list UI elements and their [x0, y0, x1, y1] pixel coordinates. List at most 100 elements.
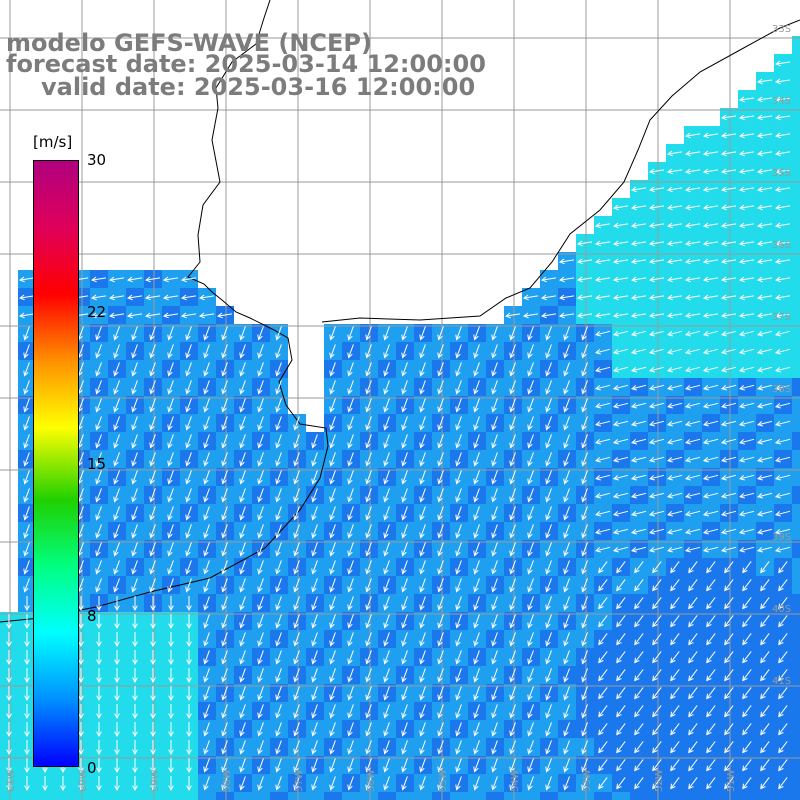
wind-arrow [23, 560, 30, 575]
wind-arrow [760, 759, 770, 772]
wind-arrow [221, 542, 228, 557]
wind-arrow [257, 650, 264, 665]
wind-arrow [239, 668, 246, 683]
wind-arrow [738, 438, 755, 445]
speed-cell [792, 342, 800, 360]
wind-arrow [558, 276, 575, 283]
wind-arrow [648, 420, 665, 427]
wind-arrow [96, 722, 102, 738]
wind-arrow [598, 579, 608, 592]
wind-arrow [149, 326, 156, 341]
speed-cell [792, 738, 800, 756]
wind-arrow [329, 722, 336, 737]
wind-arrow [594, 294, 611, 301]
wind-arrow [203, 344, 210, 359]
speed-cell [792, 54, 800, 72]
wind-arrow [778, 651, 788, 664]
wind-arrow [257, 416, 264, 431]
wind-arrow [365, 614, 372, 629]
wind-arrow [275, 362, 282, 377]
wind-arrow [666, 312, 683, 319]
wind-arrow [203, 452, 210, 467]
wind-arrow [311, 776, 318, 791]
wind-arrow [778, 597, 788, 610]
wind-arrow [293, 686, 300, 701]
speed-cell [720, 792, 738, 800]
wind-arrow [239, 758, 246, 773]
colorbar-tick-22: 22 [87, 303, 107, 321]
wind-arrow [666, 510, 683, 517]
speed-cell [576, 792, 594, 800]
wind-arrow [509, 668, 516, 683]
wind-arrow [365, 596, 372, 611]
wind-arrow [702, 276, 719, 283]
wind-arrow [455, 686, 462, 701]
wind-arrow [509, 686, 516, 701]
wind-arrow [239, 488, 246, 503]
wind-arrow [630, 420, 647, 427]
wind-arrow [347, 578, 354, 593]
wind-arrow [756, 96, 773, 103]
wind-arrow [666, 546, 683, 553]
wind-arrow [630, 312, 647, 319]
wind-arrow [774, 510, 791, 517]
wind-arrow [293, 776, 300, 791]
wind-arrow [509, 398, 516, 413]
wind-arrow [365, 452, 372, 467]
wind-arrow [257, 326, 264, 341]
wind-arrow [670, 651, 680, 664]
wind-arrow [545, 416, 552, 431]
wind-arrow [455, 362, 462, 377]
wind-arrow [239, 632, 246, 647]
wind-arrow [275, 380, 282, 395]
wind-arrow [491, 668, 498, 683]
wind-arrow [275, 596, 282, 611]
wind-arrow [648, 294, 665, 301]
wind-arrow [383, 506, 390, 521]
wind-arrow [545, 488, 552, 503]
wind-arrow [113, 326, 120, 341]
speed-cell [432, 792, 450, 800]
wind-arrow [598, 723, 608, 736]
wind-arrow [738, 132, 755, 139]
wind-arrow [545, 452, 552, 467]
wind-arrow [401, 542, 408, 557]
wind-arrow [113, 380, 120, 395]
speed-cell [792, 198, 800, 216]
speed-cell [414, 792, 432, 800]
speed-cell [792, 792, 800, 800]
wind-arrow [473, 488, 480, 503]
wind-arrow [634, 615, 644, 628]
wind-arrow [491, 326, 498, 341]
wind-arrow [114, 722, 120, 738]
wind-arrow [167, 470, 174, 485]
wind-arrow [684, 366, 701, 373]
wind-arrow [419, 380, 426, 395]
wind-arrow [167, 398, 174, 413]
wind-arrow [594, 456, 611, 463]
wind-arrow [738, 492, 755, 499]
wind-arrow [203, 398, 210, 413]
wind-arrow [527, 722, 534, 737]
wind-arrow [630, 222, 647, 229]
wind-arrow [401, 326, 408, 341]
wind-arrow [720, 510, 737, 517]
wind-arrow [311, 704, 318, 719]
wind-arrow [150, 686, 156, 702]
wind-arrow [257, 632, 264, 647]
wind-arrow [630, 402, 647, 409]
wind-arrow [688, 561, 698, 574]
wind-arrow [670, 597, 680, 610]
wind-arrow [491, 614, 498, 629]
wind-arrow [634, 687, 644, 700]
wind-arrow [706, 687, 716, 700]
wind-arrow [598, 597, 608, 610]
wind-arrow [203, 470, 210, 485]
lat-label: 36S [772, 240, 791, 251]
speed-cell [522, 792, 540, 800]
wind-arrow [347, 740, 354, 755]
wind-arrow [221, 722, 228, 737]
wind-arrow [670, 669, 680, 682]
wind-arrow [581, 488, 588, 503]
speed-cell [126, 792, 144, 800]
